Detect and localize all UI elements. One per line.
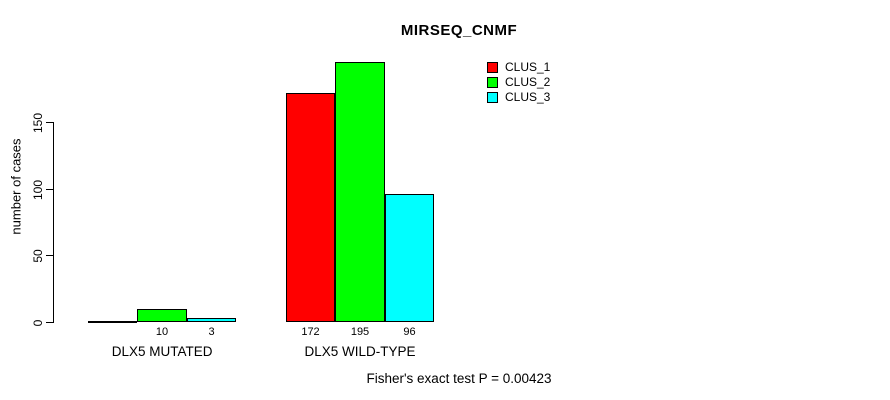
bar-value-label: 96 [403,326,416,338]
y-tick-label: 50 [31,248,45,263]
bar-clus_1-wild-type [286,93,335,322]
y-axis-line [53,122,54,323]
bar-clus_2-wild-type [335,62,385,322]
y-axis-label: number of cases [8,138,24,235]
legend-label-clus2: CLUS_2 [505,75,551,89]
legend-item-clus3: CLUS_3 [487,91,550,104]
legend-item-clus2: CLUS_2 [487,76,550,89]
legend-swatch-clus2-icon [487,77,498,88]
y-tick [46,121,53,123]
legend-swatch-clus1-icon [487,62,498,73]
y-tick-label: 0 [31,319,45,326]
y-tick [46,254,53,256]
bar-clus_3-wild-type [385,194,434,322]
y-tick-label: 150 [31,112,45,133]
x-category-label: DLX5 WILD-TYPE [304,344,416,359]
legend-label-clus3: CLUS_3 [505,90,551,104]
legend: CLUS_1 CLUS_2 CLUS_3 [487,61,550,106]
y-tick [46,321,53,323]
x-category-label: DLX5 MUTATED [111,344,213,359]
legend-label-clus1: CLUS_1 [505,60,551,74]
legend-item-clus1: CLUS_1 [487,61,550,74]
bar-value-label: 172 [301,326,320,338]
bar-value-label: 10 [155,326,169,338]
statistical-test-note: Fisher's exact test P = 0.00423 [366,371,552,386]
bar-clus_2-mutated [137,309,187,322]
bar-clus_1-mutated [88,321,137,323]
bar-value-label: 3 [208,326,215,338]
bar-clus_3-mutated [187,318,236,322]
chart-title: MIRSEQ_CNMF [400,22,518,39]
bar-value-label: 195 [350,326,370,338]
y-tick-label: 100 [31,179,45,200]
y-tick [46,188,53,190]
legend-swatch-clus3-icon [487,92,498,103]
